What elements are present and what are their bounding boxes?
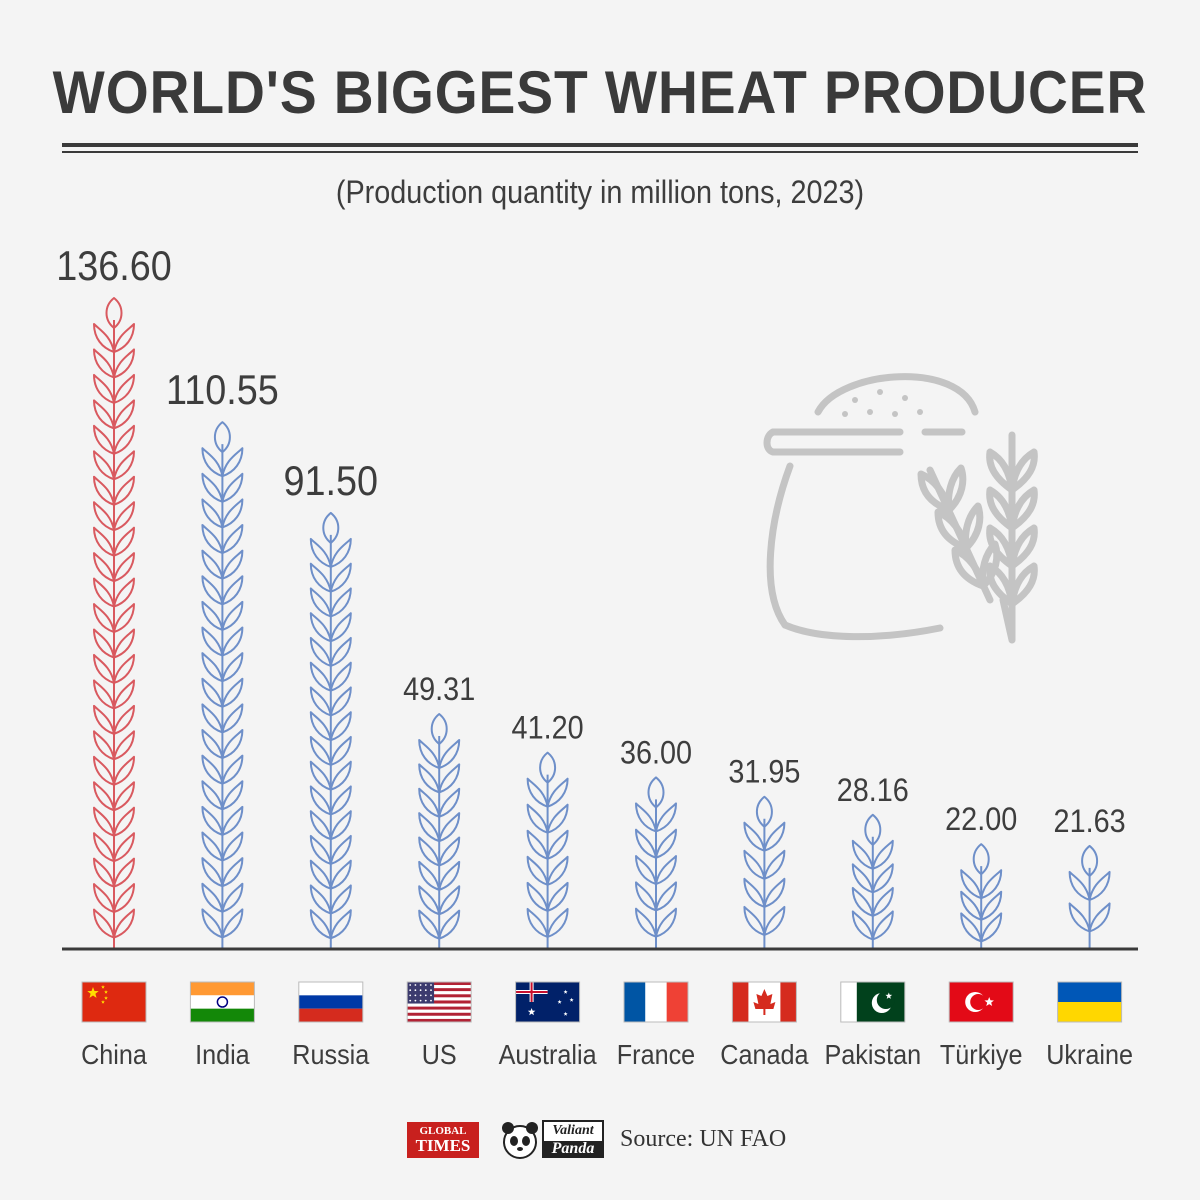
value-label-russia: 91.50 [284, 458, 379, 504]
china-flag-icon [81, 981, 147, 1023]
value-label-turkiye: 22.00 [945, 802, 1017, 838]
global-times-logo: GLOBAL TIMES [407, 1122, 479, 1158]
title-rule-thick [62, 143, 1138, 147]
value-label-ukraine: 21.63 [1054, 804, 1126, 840]
wheat-bar-russia [309, 511, 352, 949]
us-flag-icon [406, 981, 472, 1023]
category-label-turkiye: Türkiye [940, 1039, 1023, 1071]
wheat-bar-us [418, 713, 461, 949]
wheat-bar-canada [743, 795, 786, 949]
canada-flag-icon [731, 981, 797, 1023]
source-note: Source: UN FAO [620, 1126, 787, 1152]
wheat-stalks [93, 297, 1111, 949]
valiant-panda-logo: Valiant Panda [498, 1118, 608, 1162]
russia-flag-icon [298, 981, 364, 1023]
value-label-canada: 31.95 [728, 754, 800, 790]
wheat-bar-australia [526, 751, 569, 949]
panda-icon [502, 1122, 538, 1159]
flour-sack-wheat-icon [763, 373, 1038, 644]
category-label-australia: Australia [499, 1039, 597, 1071]
category-label-russia: Russia [292, 1039, 369, 1071]
category-label-pakistan: Pakistan [824, 1039, 921, 1071]
wheat-bar-india [201, 421, 244, 949]
wheat-bar-ukraine [1068, 844, 1111, 949]
wheat-bar-turkiye [960, 843, 1003, 949]
category-label-france: France [617, 1039, 695, 1071]
wheat-bar-pakistan [851, 813, 894, 949]
category-label-china: China [81, 1039, 147, 1071]
india-flag-icon [189, 981, 255, 1023]
chart-title: WORLD'S BIGGEST WHEAT PRODUCER [52, 59, 1148, 126]
title-rule-thin [62, 151, 1138, 153]
category-labels: China India Russia US Australia France Canada P… [81, 1039, 1133, 1071]
category-label-ukraine: Ukraine [1046, 1039, 1133, 1071]
value-label-india: 110.55 [166, 367, 279, 413]
pakistan-flag-icon [840, 981, 906, 1023]
turkiye-flag-icon [948, 981, 1014, 1023]
wheat-bar-france [635, 776, 677, 949]
category-label-india: India [195, 1039, 250, 1071]
value-label-pakistan: 28.16 [837, 772, 909, 808]
value-label-france: 36.00 [620, 735, 692, 771]
value-label-australia: 41.20 [512, 710, 584, 746]
category-label-canada: Canada [720, 1039, 808, 1071]
wheat-bar-china [93, 297, 135, 949]
footer: GLOBAL TIMES Valiant Panda Source: UN FA… [0, 1118, 1200, 1164]
country-flags [81, 981, 1123, 1023]
category-label-us: US [422, 1039, 457, 1071]
value-label-china: 136.60 [56, 243, 172, 289]
ukraine-flag-icon [1057, 981, 1123, 1023]
australia-flag-icon [515, 981, 581, 1023]
france-flag-icon [623, 981, 689, 1023]
chart-subtitle: (Production quantity in million tons, 20… [335, 174, 865, 210]
value-label-us: 49.31 [403, 672, 475, 708]
